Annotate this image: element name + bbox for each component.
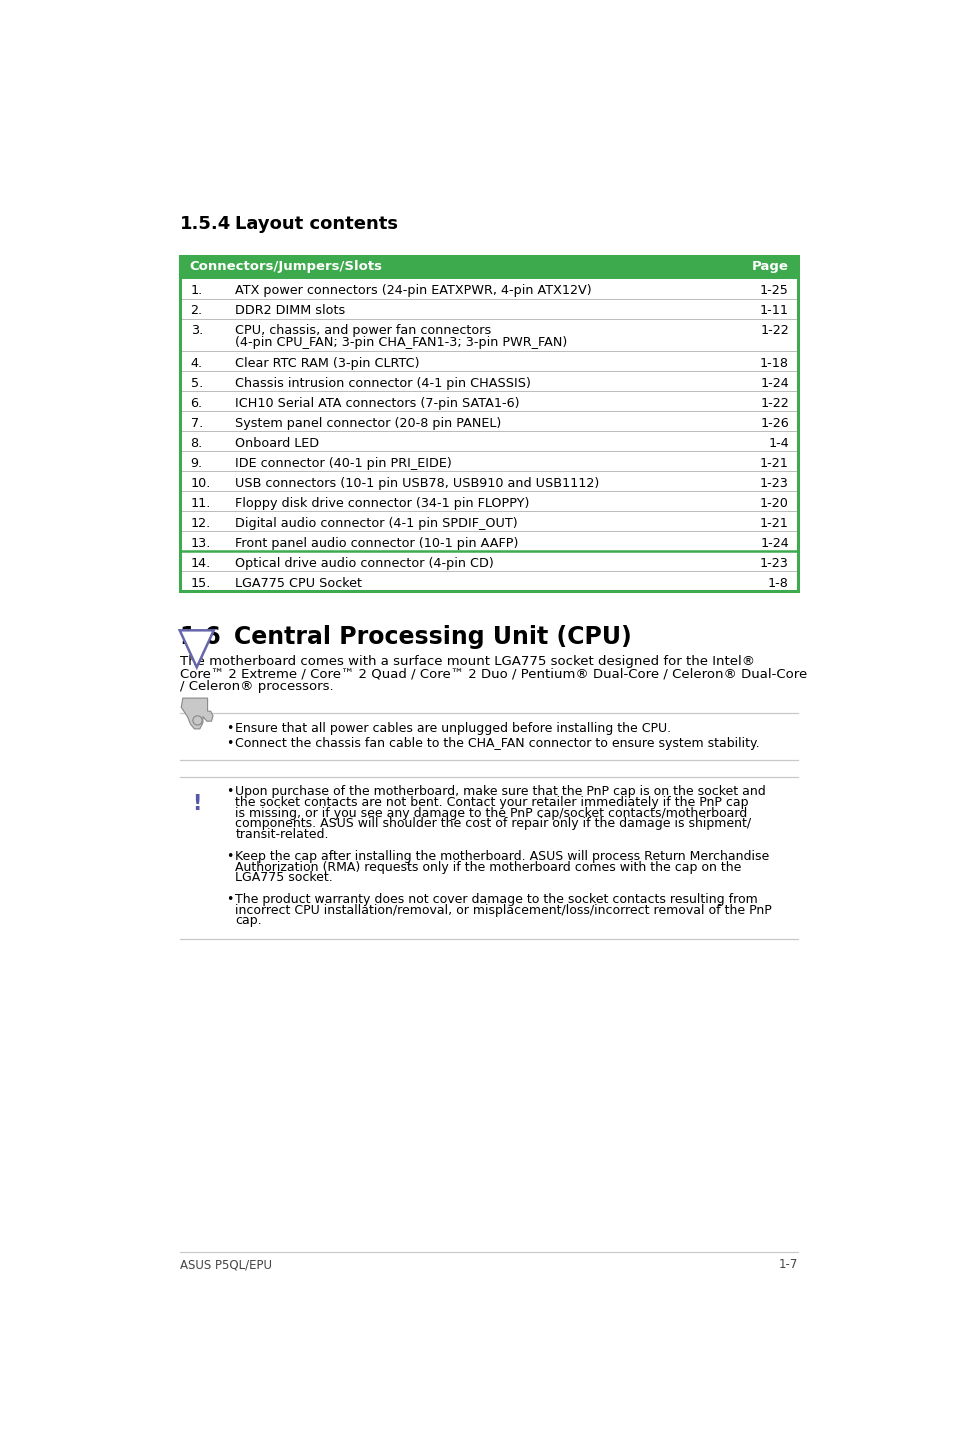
Text: 1.6: 1.6 — [179, 626, 221, 650]
Text: Upon purchase of the motherboard, make sure that the PnP cap is on the socket an: Upon purchase of the motherboard, make s… — [235, 785, 765, 798]
Text: cap.: cap. — [235, 915, 262, 928]
Text: USB connectors (10-1 pin USB78, USB910 and USB1112): USB connectors (10-1 pin USB78, USB910 a… — [235, 477, 599, 490]
Text: ATX power connectors (24-pin EATXPWR, 4-pin ATX12V): ATX power connectors (24-pin EATXPWR, 4-… — [235, 285, 592, 298]
Text: DDR2 DIMM slots: DDR2 DIMM slots — [235, 305, 345, 318]
Text: ASUS P5QL/EPU: ASUS P5QL/EPU — [179, 1258, 272, 1271]
Bar — [181, 431, 796, 452]
Text: !: ! — [192, 794, 201, 814]
Text: Core™ 2 Extreme / Core™ 2 Quad / Core™ 2 Duo / Pentium® Dual-Core / Celeron® Dua: Core™ 2 Extreme / Core™ 2 Quad / Core™ 2… — [179, 667, 806, 680]
Text: 1-8: 1-8 — [767, 577, 788, 590]
Bar — [181, 551, 796, 571]
Text: System panel connector (20-8 pin PANEL): System panel connector (20-8 pin PANEL) — [235, 417, 501, 430]
Text: 1-24: 1-24 — [760, 536, 788, 549]
Text: 1-21: 1-21 — [760, 457, 788, 470]
Text: the socket contacts are not bent. Contact your retailer immediately if the PnP c: the socket contacts are not bent. Contac… — [235, 795, 748, 810]
Text: 1.: 1. — [191, 285, 203, 298]
Text: IDE connector (40-1 pin PRI_EIDE): IDE connector (40-1 pin PRI_EIDE) — [235, 457, 452, 470]
Text: 5.: 5. — [191, 377, 203, 390]
Bar — [181, 532, 796, 551]
Bar — [181, 571, 796, 591]
Text: Central Processing Unit (CPU): Central Processing Unit (CPU) — [233, 626, 631, 650]
Bar — [181, 299, 796, 319]
Bar — [181, 472, 796, 492]
Bar — [181, 452, 796, 472]
Bar — [181, 512, 796, 532]
Text: Page: Page — [751, 260, 788, 273]
Text: 1.5.4: 1.5.4 — [179, 214, 231, 233]
Bar — [181, 351, 796, 371]
Text: incorrect CPU installation/removal, or misplacement/loss/incorrect removal of th: incorrect CPU installation/removal, or m… — [235, 903, 771, 916]
Text: 1-20: 1-20 — [760, 496, 788, 509]
Text: Keep the cap after installing the motherboard. ASUS will process Return Merchand: Keep the cap after installing the mother… — [235, 850, 769, 863]
Text: Connect the chassis fan cable to the CHA_FAN connector to ensure system stabilit: Connect the chassis fan cable to the CHA… — [235, 738, 760, 751]
Text: 15.: 15. — [191, 577, 211, 590]
Text: (4-pin CPU_FAN; 3-pin CHA_FAN1-3; 3-pin PWR_FAN): (4-pin CPU_FAN; 3-pin CHA_FAN1-3; 3-pin … — [235, 336, 567, 349]
Text: 6.: 6. — [191, 397, 202, 410]
Text: •: • — [226, 850, 233, 863]
Text: 11.: 11. — [191, 496, 211, 509]
Text: Clear RTC RAM (3-pin CLRTC): Clear RTC RAM (3-pin CLRTC) — [235, 357, 419, 370]
Text: components. ASUS will shoulder the cost of repair only if the damage is shipment: components. ASUS will shoulder the cost … — [235, 817, 751, 830]
Bar — [179, 256, 798, 591]
Text: 1-21: 1-21 — [760, 516, 788, 529]
Text: 1-23: 1-23 — [760, 477, 788, 490]
Text: The motherboard comes with a surface mount LGA775 socket designed for the Intel®: The motherboard comes with a surface mou… — [179, 654, 754, 667]
Text: Onboard LED: Onboard LED — [235, 437, 319, 450]
Text: 3.: 3. — [191, 324, 203, 338]
Text: 1-22: 1-22 — [760, 324, 788, 338]
Text: •: • — [226, 722, 233, 735]
Text: 1-4: 1-4 — [767, 437, 788, 450]
Text: 12.: 12. — [191, 516, 211, 529]
Bar — [181, 411, 796, 431]
Bar — [181, 371, 796, 391]
Bar — [181, 391, 796, 411]
Text: 1-23: 1-23 — [760, 557, 788, 569]
Text: 1-18: 1-18 — [759, 357, 788, 370]
Text: Connectors/Jumpers/Slots: Connectors/Jumpers/Slots — [189, 260, 381, 273]
Text: CPU, chassis, and power fan connectors: CPU, chassis, and power fan connectors — [235, 324, 491, 338]
Text: ICH10 Serial ATA connectors (7-pin SATA1-6): ICH10 Serial ATA connectors (7-pin SATA1… — [235, 397, 519, 410]
Bar — [181, 492, 796, 512]
Text: LGA775 CPU Socket: LGA775 CPU Socket — [235, 577, 362, 590]
Text: Front panel audio connector (10-1 pin AAFP): Front panel audio connector (10-1 pin AA… — [235, 536, 518, 549]
Text: 4.: 4. — [191, 357, 202, 370]
Text: The product warranty does not cover damage to the socket contacts resulting from: The product warranty does not cover dama… — [235, 893, 758, 906]
Text: 10.: 10. — [191, 477, 211, 490]
Polygon shape — [179, 630, 213, 667]
Text: Digital audio connector (4-1 pin SPDIF_OUT): Digital audio connector (4-1 pin SPDIF_O… — [235, 516, 517, 529]
Text: Optical drive audio connector (4-pin CD): Optical drive audio connector (4-pin CD) — [235, 557, 494, 569]
Text: 13.: 13. — [191, 536, 211, 549]
Bar — [181, 319, 796, 351]
Text: •: • — [226, 893, 233, 906]
Text: Authorization (RMA) requests only if the motherboard comes with the cap on the: Authorization (RMA) requests only if the… — [235, 860, 741, 873]
Text: 9.: 9. — [191, 457, 202, 470]
Text: Chassis intrusion connector (4-1 pin CHASSIS): Chassis intrusion connector (4-1 pin CHA… — [235, 377, 531, 390]
Text: 1-25: 1-25 — [760, 285, 788, 298]
Text: 1-7: 1-7 — [778, 1258, 798, 1271]
Text: 1-24: 1-24 — [760, 377, 788, 390]
Text: is missing, or if you see any damage to the PnP cap/socket contacts/motherboard: is missing, or if you see any damage to … — [235, 807, 747, 820]
Text: 1-11: 1-11 — [759, 305, 788, 318]
Text: Layout contents: Layout contents — [235, 214, 398, 233]
Polygon shape — [181, 697, 213, 729]
Text: 8.: 8. — [191, 437, 203, 450]
Text: 14.: 14. — [191, 557, 211, 569]
Text: 7.: 7. — [191, 417, 203, 430]
Text: / Celeron® processors.: / Celeron® processors. — [179, 680, 333, 693]
Text: Floppy disk drive connector (34-1 pin FLOPPY): Floppy disk drive connector (34-1 pin FL… — [235, 496, 529, 509]
Text: transit-related.: transit-related. — [235, 828, 329, 841]
Text: 2.: 2. — [191, 305, 202, 318]
Bar — [181, 279, 796, 299]
Text: •: • — [226, 785, 233, 798]
Text: 1-22: 1-22 — [760, 397, 788, 410]
Text: •: • — [226, 738, 233, 751]
Text: LGA775 socket.: LGA775 socket. — [235, 871, 333, 884]
Bar — [179, 256, 798, 279]
Text: 1-26: 1-26 — [760, 417, 788, 430]
Text: Ensure that all power cables are unplugged before installing the CPU.: Ensure that all power cables are unplugg… — [235, 722, 671, 735]
Circle shape — [193, 716, 202, 725]
